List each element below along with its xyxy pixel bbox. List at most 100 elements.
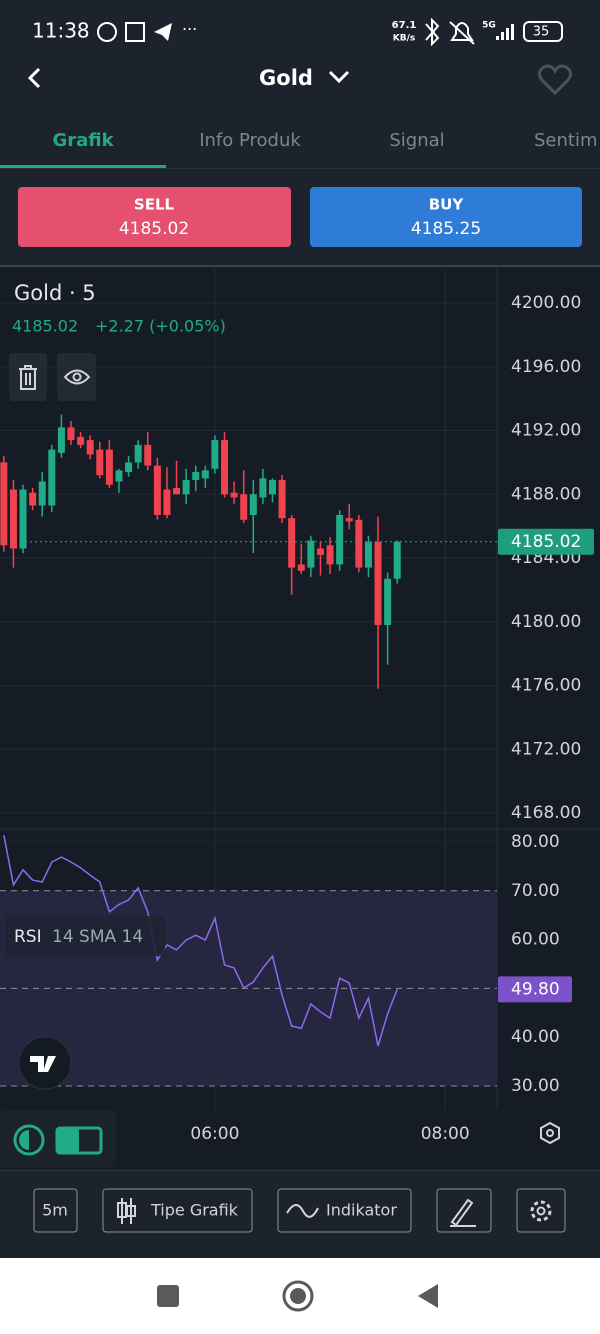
- candle-body: [316, 548, 324, 555]
- candle-body: [29, 492, 37, 506]
- tab[interactable]: Grafik: [52, 130, 114, 151]
- candle-body: [355, 519, 363, 568]
- candle-body: [38, 481, 46, 506]
- rsi-tick-label: 60.00: [511, 930, 560, 950]
- chart-type: Tipe Grafik: [150, 1201, 239, 1220]
- candle-body: [240, 494, 248, 520]
- favorite-button[interactable]: [537, 64, 573, 96]
- bluetooth-icon: [425, 17, 440, 47]
- candle-body: [384, 578, 392, 625]
- candle-body: [67, 427, 75, 441]
- rsi-line: [3, 835, 398, 1047]
- candle-body: [326, 545, 334, 565]
- back-button[interactable]: [27, 67, 41, 89]
- candle-body: [211, 440, 219, 469]
- indicator: Indikator: [326, 1201, 397, 1220]
- tab[interactable]: Sentim: [534, 130, 598, 151]
- overlay: 4185.02 49.80: [0, 528, 594, 1003]
- x-tick-label: 06:00: [190, 1124, 239, 1144]
- candle-body: [134, 444, 142, 463]
- rsi-tick-label: 30.00: [511, 1076, 560, 1096]
- header-title[interactable]: Gold: [259, 66, 313, 90]
- candle-body: [182, 479, 190, 495]
- y-tick-label: 4172.00: [511, 739, 581, 759]
- more-icon: ···: [182, 20, 197, 39]
- plot: 4200.004196.004192.004188.004184.004180.…: [0, 268, 600, 1144]
- sell-button[interactable]: [18, 187, 291, 247]
- y-tick-label: 4188.00: [511, 484, 581, 504]
- status-time: 11:38: [32, 19, 90, 43]
- rsi-legend: [5, 916, 165, 956]
- candle-body: [364, 542, 372, 568]
- net-speed: 67.1: [392, 20, 417, 31]
- mute-icon: [449, 21, 475, 45]
- eye-pupil: [72, 372, 82, 382]
- toolbar: [0, 1170, 600, 1258]
- tv-mark: [30, 1056, 56, 1072]
- candle-body: [9, 489, 17, 549]
- divider: [0, 265, 600, 267]
- sell-price: 4185.02: [119, 219, 189, 239]
- candle-body: [307, 540, 315, 568]
- last-price: 4185.02: [12, 317, 78, 336]
- candle-body: [221, 440, 229, 495]
- draw-button[interactable]: [436, 1188, 492, 1233]
- buy-button[interactable]: [310, 187, 582, 247]
- candle-body: [0, 462, 8, 546]
- mode-fill: [57, 1128, 79, 1153]
- settings-button[interactable]: [516, 1188, 566, 1233]
- rsi-tick-label: 40.00: [511, 1027, 560, 1047]
- price-change: +2.27 (+0.05%): [95, 317, 226, 336]
- chart-title: Gold · 5: [14, 281, 96, 305]
- eye-icon: [63, 369, 91, 385]
- dropdown-icon[interactable]: [328, 70, 350, 84]
- trash-icon: [19, 365, 37, 390]
- candle-body: [345, 518, 353, 522]
- indicator-icon: [286, 1204, 319, 1218]
- y-tick-label: 4196.00: [511, 357, 581, 377]
- indicator-button[interactable]: [277, 1188, 412, 1233]
- candle-body: [268, 479, 276, 495]
- y-tick-label: 4176.00: [511, 676, 581, 696]
- pen-icon: [450, 1198, 476, 1227]
- candle-body: [230, 492, 238, 498]
- home-button[interactable]: [282, 1280, 314, 1312]
- gear-icon: [530, 1200, 552, 1222]
- candle-body: [374, 542, 382, 625]
- visibility-button[interactable]: [57, 353, 96, 401]
- tab[interactable]: Info Produk: [199, 130, 301, 151]
- toolbar-divider: [0, 1170, 600, 1171]
- interval-button[interactable]: [33, 1188, 78, 1233]
- tab[interactable]: Signal: [389, 130, 444, 151]
- candle-body: [19, 489, 27, 549]
- back-nav-button[interactable]: [418, 1284, 438, 1308]
- buy-label: BUY: [429, 196, 465, 214]
- delete-button[interactable]: [9, 353, 47, 401]
- y-tick-label: 4200.00: [511, 293, 581, 313]
- telegram-icon: [154, 23, 172, 41]
- candle-body: [144, 444, 152, 466]
- whatsapp-icon: [97, 22, 117, 42]
- y-tick-label: 4180.00: [511, 612, 581, 632]
- axis-settings-dot: [546, 1129, 554, 1137]
- app-icon: [125, 22, 145, 42]
- candle-body: [77, 436, 85, 445]
- candle-body: [163, 489, 171, 516]
- candle-body: [336, 515, 344, 565]
- chart-type-button[interactable]: [102, 1188, 253, 1233]
- network: 5G: [482, 21, 496, 31]
- gear-hub: [536, 1206, 546, 1216]
- theme-toggle[interactable]: [13, 1124, 45, 1156]
- axis-settings[interactable]: [540, 1121, 560, 1145]
- candle-body: [125, 462, 133, 472]
- recents-button[interactable]: [157, 1285, 179, 1307]
- candle-body: [297, 564, 305, 571]
- candle-body: [153, 465, 161, 516]
- battery-level: 35: [533, 25, 550, 40]
- candle-body: [173, 487, 181, 495]
- rsi-last-label: 49.80: [511, 979, 560, 999]
- candle-body: [393, 541, 401, 579]
- tradingview-logo[interactable]: [18, 1036, 72, 1090]
